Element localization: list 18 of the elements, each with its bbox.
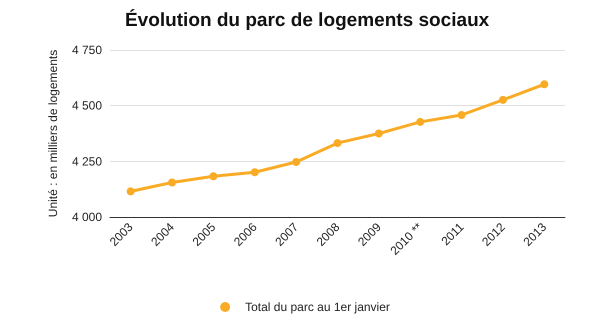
point: [334, 139, 342, 148]
point: [416, 118, 424, 126]
point: [126, 187, 135, 196]
point: [458, 111, 466, 120]
y-tick-label: 4 250: [72, 154, 102, 168]
y-tick-label: 4 000: [72, 210, 102, 224]
point: [498, 96, 507, 104]
point: [209, 172, 218, 180]
y-tick-label: 4 500: [72, 98, 102, 113]
legend-label: Total du parc au 1er janvier: [245, 300, 390, 314]
point: [292, 158, 300, 166]
y-axis-title: Unité : en milliers de logements: [46, 50, 60, 218]
point: [168, 178, 176, 186]
point: [540, 80, 548, 88]
point: [374, 130, 383, 138]
chart-title: Évolution du parc de logements sociaux: [125, 9, 490, 31]
point: [250, 168, 259, 176]
y-tick-label: 4 750: [72, 43, 102, 57]
